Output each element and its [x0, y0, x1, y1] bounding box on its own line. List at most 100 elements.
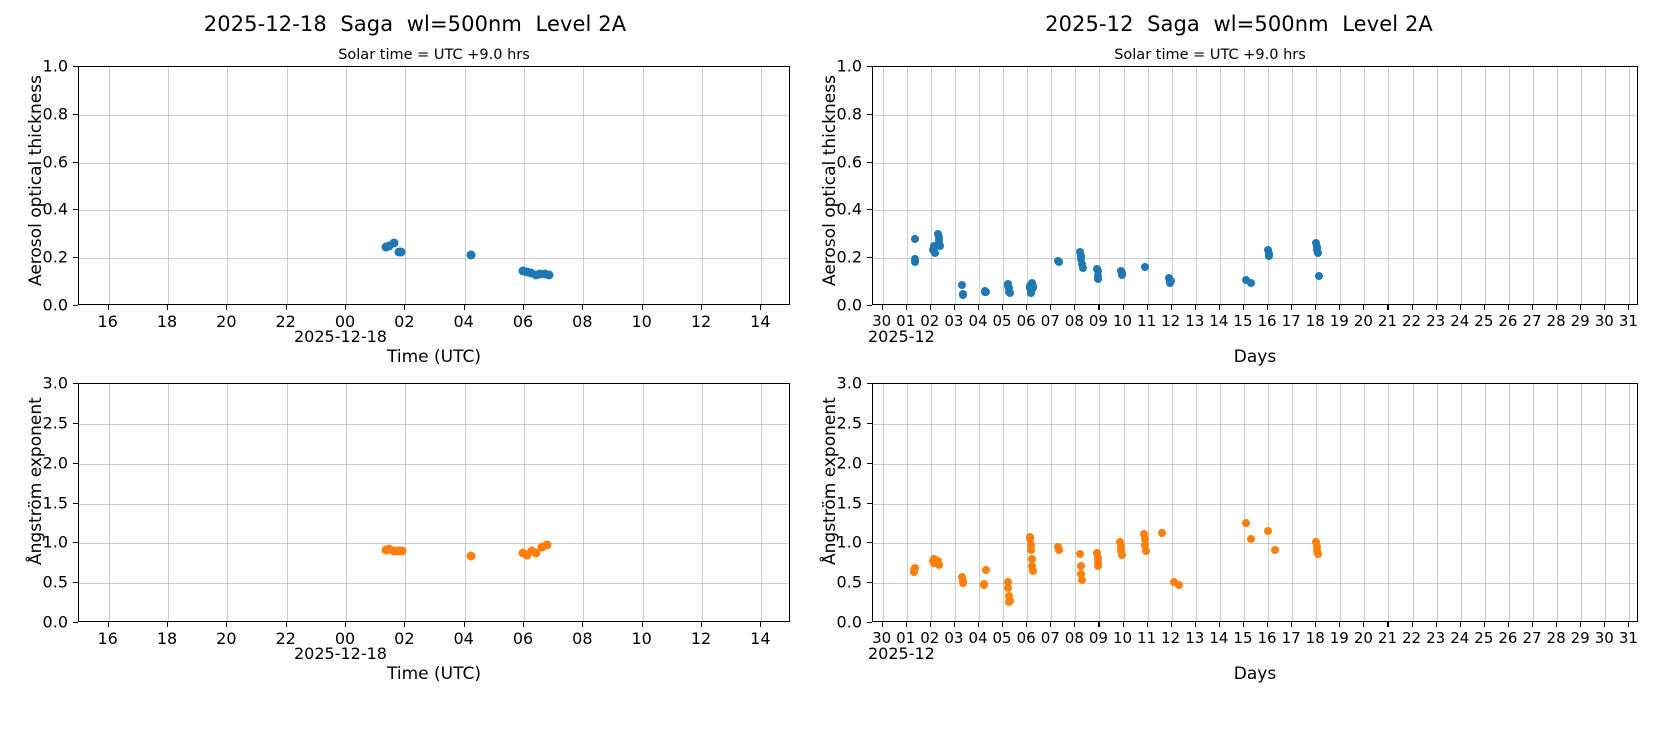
ytick-label: 2.0 — [42, 453, 68, 473]
ytick-label: 0.0 — [42, 612, 68, 632]
gridline-vertical — [1243, 384, 1245, 621]
ylabel-aod-right: Aerosol optical thickness — [820, 75, 840, 286]
xtick-mark — [929, 305, 931, 310]
xtick-mark — [1604, 305, 1606, 310]
xtick-mark — [1267, 305, 1269, 310]
data-point — [1076, 561, 1085, 570]
xtick-mark — [285, 622, 287, 627]
xtick-label: 16 — [1257, 312, 1277, 330]
data-point — [1077, 569, 1086, 578]
ytick-mark — [867, 383, 872, 385]
ytick-label: 0.6 — [836, 152, 862, 172]
gridline-vertical — [1316, 384, 1318, 621]
xtick-mark — [701, 305, 703, 310]
gridline-vertical — [1533, 384, 1534, 621]
data-point — [959, 290, 968, 299]
data-point — [389, 238, 399, 248]
gridline-horizontal — [79, 583, 789, 585]
xlabel-time-left-bottom: Time (UTC) — [387, 664, 481, 684]
ytick-mark — [867, 161, 872, 163]
xtick-label: 01 — [896, 312, 916, 330]
xtick-mark — [1194, 305, 1196, 310]
xtick-mark — [1170, 305, 1172, 310]
gridline-vertical — [1508, 384, 1510, 621]
ytick-mark — [73, 462, 78, 464]
xtick-mark — [1532, 622, 1534, 627]
xtick-label: 26 — [1498, 312, 1518, 330]
ytick-label: 3.0 — [42, 373, 68, 393]
xtick-label: 01 — [896, 629, 916, 647]
xtick-label: 13 — [1185, 312, 1205, 330]
gridline-vertical — [346, 67, 347, 304]
ytick-mark — [73, 113, 78, 115]
gridline-vertical — [1364, 384, 1366, 621]
xtick-label: 24 — [1450, 312, 1470, 330]
gridline-vertical — [882, 384, 884, 621]
xtick-label: 02 — [920, 312, 940, 330]
ytick-label: 0.2 — [836, 247, 862, 267]
xtick-label: 10 — [631, 312, 652, 331]
gridline-vertical — [1099, 384, 1101, 621]
data-point — [1076, 550, 1085, 559]
data-point — [1265, 251, 1273, 260]
xtick-label: 21 — [1377, 312, 1398, 330]
xtick-label: 28 — [1546, 629, 1566, 647]
xtick-mark — [1628, 622, 1630, 627]
xtick-label: 06 — [512, 629, 534, 648]
xtick-label: 18 — [156, 629, 178, 648]
data-point — [1247, 535, 1256, 544]
data-point — [1314, 272, 1323, 281]
ytick-label: 0.2 — [42, 247, 68, 267]
xtick-mark — [953, 622, 955, 627]
data-point — [930, 241, 939, 250]
data-point — [935, 242, 944, 251]
xtick-mark — [1435, 305, 1437, 310]
xtick-label: 24 — [1450, 629, 1470, 647]
gridline-horizontal — [873, 423, 1637, 425]
gridline-vertical — [1605, 384, 1607, 621]
data-point — [1094, 274, 1103, 283]
xtick-label: 23 — [1426, 312, 1446, 330]
gridline-vertical — [1292, 384, 1294, 621]
xtick-mark — [1026, 622, 1028, 627]
data-point — [1077, 575, 1086, 584]
gridline-horizontal — [873, 258, 1637, 260]
ytick-label: 1.5 — [42, 493, 68, 512]
data-point — [1094, 561, 1103, 570]
xtick-label: 17 — [1281, 312, 1301, 330]
gridline-vertical — [1557, 67, 1559, 304]
data-point — [930, 249, 939, 258]
ytick-label: 0.0 — [836, 612, 862, 632]
xtick-mark — [167, 622, 169, 627]
xtick-mark — [404, 305, 406, 310]
ytick-mark — [73, 502, 78, 504]
xtick-label: 17 — [1281, 629, 1301, 647]
xoffset-bottom-left: 2025-12-18 — [294, 644, 387, 663]
xtick-label: 10 — [631, 629, 652, 648]
ytick-mark — [867, 305, 872, 307]
data-point — [1170, 577, 1179, 586]
data-point — [1242, 276, 1251, 285]
ytick-mark — [73, 383, 78, 385]
ytick-label: 3.0 — [836, 373, 862, 393]
data-point — [958, 281, 967, 290]
xtick-mark — [582, 305, 584, 310]
xtick-label: 19 — [1329, 629, 1349, 647]
data-point — [1141, 262, 1150, 271]
gridline-vertical — [1003, 67, 1005, 304]
xtick-mark — [1507, 305, 1510, 310]
ytick-mark — [867, 502, 872, 504]
right-subtitle: Solar time = UTC +9.0 hrs — [1114, 47, 1306, 63]
data-point — [1006, 597, 1015, 606]
gridline-vertical — [642, 384, 644, 621]
xtick-label: 09 — [1088, 629, 1108, 647]
xtick-label: 06 — [1016, 629, 1036, 647]
data-point — [1115, 537, 1124, 546]
xtick-label: 18 — [156, 312, 178, 331]
right-suptitle: 2025-12 Saga wl=500nm Level 2A — [1045, 12, 1433, 36]
ytick-label: 0.6 — [42, 152, 68, 172]
xtick-mark — [404, 622, 406, 627]
gridline-horizontal — [79, 423, 789, 425]
xtick-label: 29 — [1570, 629, 1590, 647]
xtick-mark — [1507, 622, 1510, 627]
